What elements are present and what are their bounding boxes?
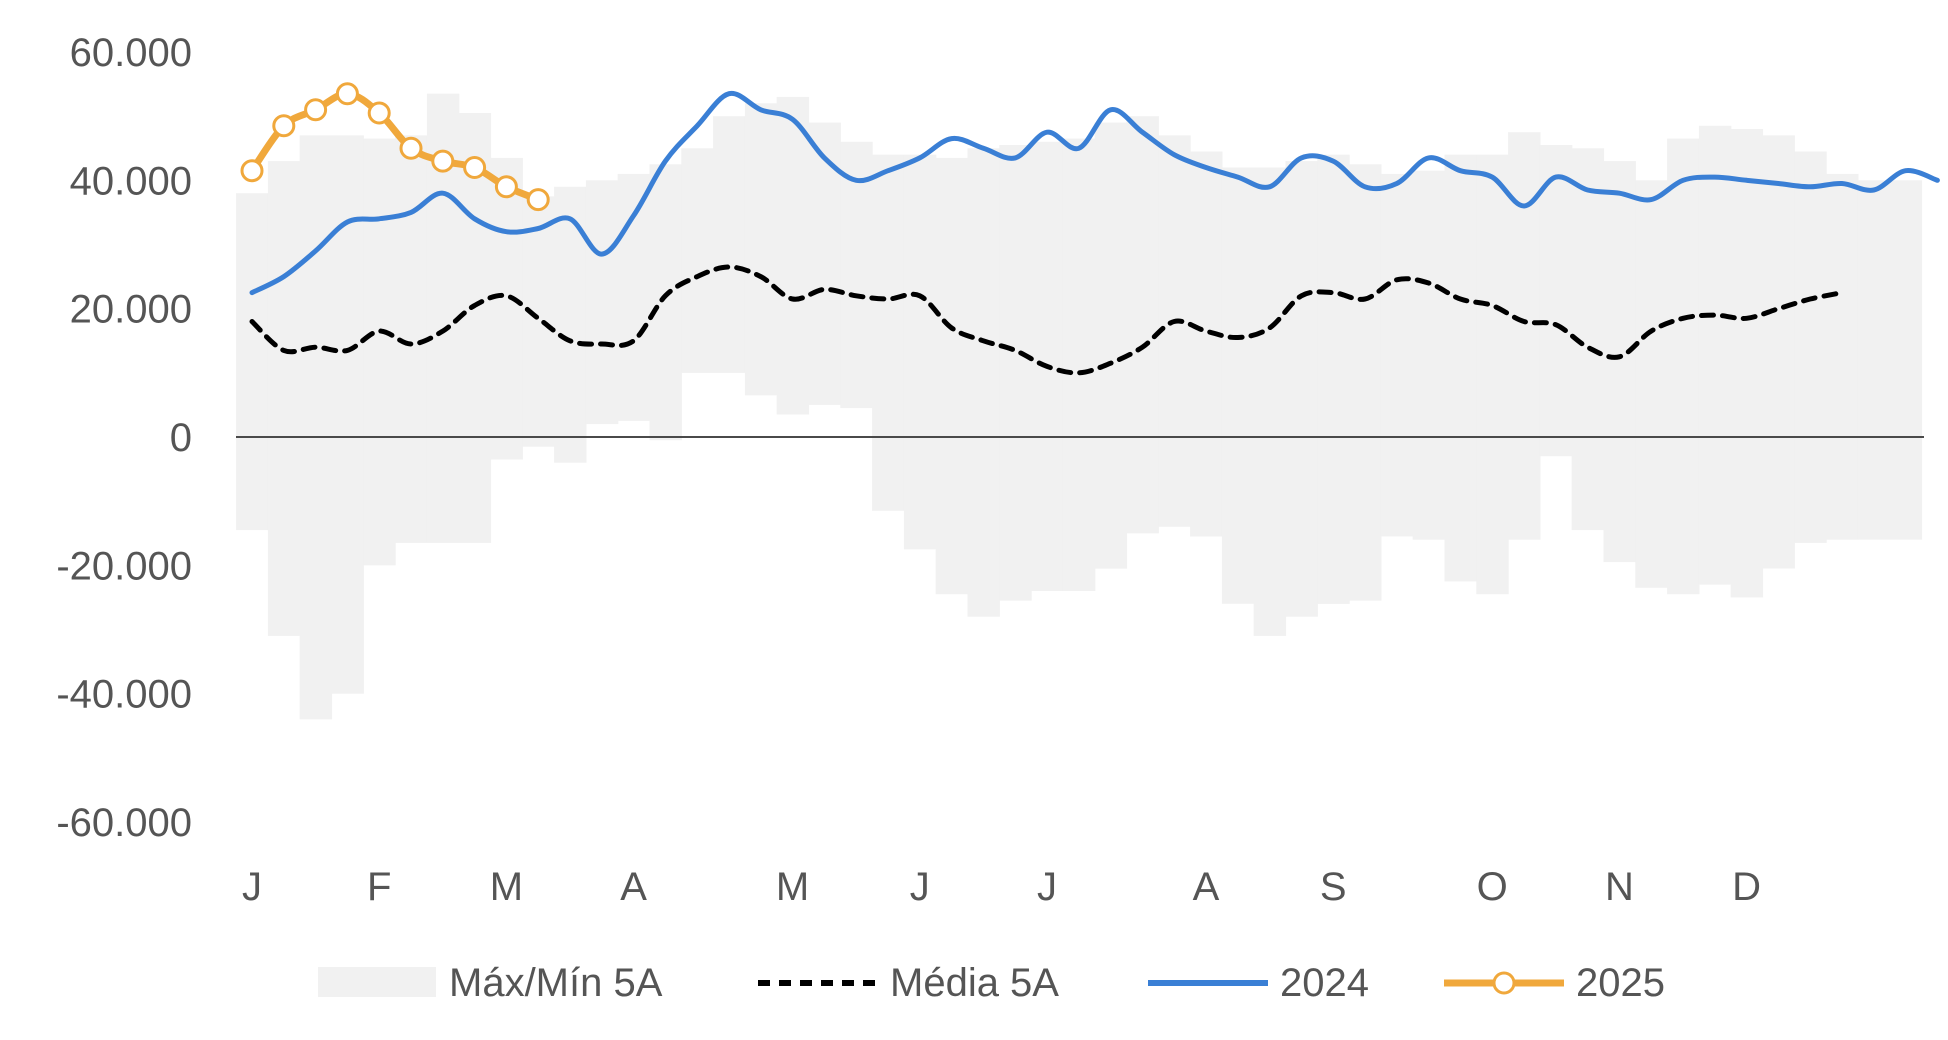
band-column: [999, 145, 1032, 601]
y-tick-label: -20.000: [56, 544, 192, 588]
band-column: [1476, 154, 1509, 595]
legend-item-2024: 2024: [1148, 961, 1369, 1005]
band-column: [1221, 167, 1255, 604]
band-column: [1508, 132, 1541, 540]
band-column: [872, 154, 905, 511]
legend-label-2025: 2025: [1576, 961, 1665, 1005]
band-column: [458, 113, 492, 543]
band-column: [1857, 180, 1891, 540]
legend-item-mean: Média 5A: [758, 961, 1059, 1005]
series-line-m-dia-5a: [249, 264, 1845, 376]
band-column: [1158, 135, 1191, 527]
x-tick-label: A: [1193, 865, 1220, 909]
y-tick-label: -60.000: [56, 801, 192, 845]
band-column: [363, 138, 396, 566]
x-tick-label: S: [1320, 865, 1347, 909]
y-tick-label: 20.000: [70, 288, 192, 332]
band-column: [236, 193, 269, 531]
max-min-band: [236, 93, 1923, 720]
x-tick-label: M: [490, 865, 523, 909]
band-column: [1444, 154, 1477, 582]
band-column: [1412, 170, 1446, 540]
band-column: [1317, 154, 1350, 604]
band-column: [1285, 161, 1318, 617]
band-column: [490, 157, 523, 460]
legend-label-mean: Média 5A: [890, 961, 1059, 1005]
band-column: [1889, 180, 1923, 540]
data-point-2025: [399, 136, 423, 160]
data-point-2025: [431, 149, 455, 173]
band-column: [840, 141, 873, 409]
series-lines: [240, 82, 1940, 376]
band-column: [713, 116, 746, 373]
band-column: [1698, 125, 1732, 585]
legend: Máx/Mín 5A Média 5A 2024 2025: [318, 961, 1665, 1005]
data-point-2025: [367, 101, 391, 125]
band-column: [967, 148, 1000, 617]
data-point-2025: [335, 82, 359, 106]
data-point-2025: [240, 159, 264, 183]
y-tick-label: 40.000: [70, 159, 192, 203]
legend-label-band: Máx/Mín 5A: [449, 961, 663, 1005]
x-tick-label: J: [242, 865, 262, 909]
band-column: [1603, 161, 1636, 563]
x-tick-label: O: [1477, 865, 1508, 909]
band-column: [1635, 180, 1668, 588]
band-column: [1253, 167, 1287, 636]
legend-swatch-band: [318, 967, 436, 997]
data-point-2025: [526, 188, 550, 212]
band-column: [1730, 129, 1764, 598]
band-column: [1826, 173, 1859, 540]
x-tick-label: J: [910, 865, 930, 909]
x-tick-label: A: [620, 865, 647, 909]
y-tick-label: 0: [170, 416, 192, 460]
band-column: [1794, 151, 1827, 543]
data-point-2025: [272, 114, 296, 138]
band-column: [1762, 135, 1795, 569]
band-column: [1539, 145, 1573, 457]
band-column: [935, 157, 969, 595]
series-line-2025: [248, 90, 542, 204]
series-line-2024: [249, 90, 1940, 296]
band-column: [808, 122, 841, 405]
band-column: [1667, 138, 1700, 595]
y-tick-label: -40.000: [56, 673, 192, 717]
x-tick-label: D: [1732, 865, 1761, 909]
data-point-2025: [463, 156, 487, 179]
band-column: [1190, 151, 1223, 537]
y-tick-label: 60.000: [70, 31, 192, 75]
band-column: [267, 161, 301, 636]
band-column: [1349, 164, 1382, 601]
legend-item-2025: 2025: [1444, 961, 1665, 1005]
legend-label-2024: 2024: [1280, 961, 1369, 1005]
band-column: [585, 180, 619, 425]
band-column: [299, 135, 333, 720]
x-tick-label: M: [776, 865, 809, 909]
legend-item-band: Máx/Mín 5A: [318, 961, 663, 1005]
band-column: [1094, 122, 1128, 569]
band-column: [744, 103, 778, 396]
legend-marker-2025: [1492, 971, 1516, 995]
data-point-2025: [494, 175, 518, 199]
band-column: [1062, 138, 1096, 591]
band-column: [649, 164, 682, 441]
y-axis-ticks: 60.000 40.000 20.000 0 -20.000 -40.000 -60.000: [56, 31, 192, 845]
band-column: [681, 148, 714, 373]
data-point-2025: [304, 98, 328, 122]
band-column: [1380, 173, 1414, 537]
band-column: [776, 96, 810, 415]
band-column: [903, 154, 937, 550]
x-tick-label: F: [367, 865, 391, 909]
x-tick-label: J: [1037, 865, 1057, 909]
x-tick-label: N: [1605, 865, 1634, 909]
band-column: [1126, 116, 1159, 534]
band-column: [522, 196, 555, 447]
